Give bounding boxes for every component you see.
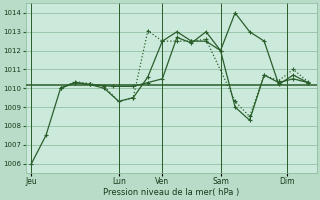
- X-axis label: Pression niveau de la mer( hPa ): Pression niveau de la mer( hPa ): [103, 188, 239, 197]
